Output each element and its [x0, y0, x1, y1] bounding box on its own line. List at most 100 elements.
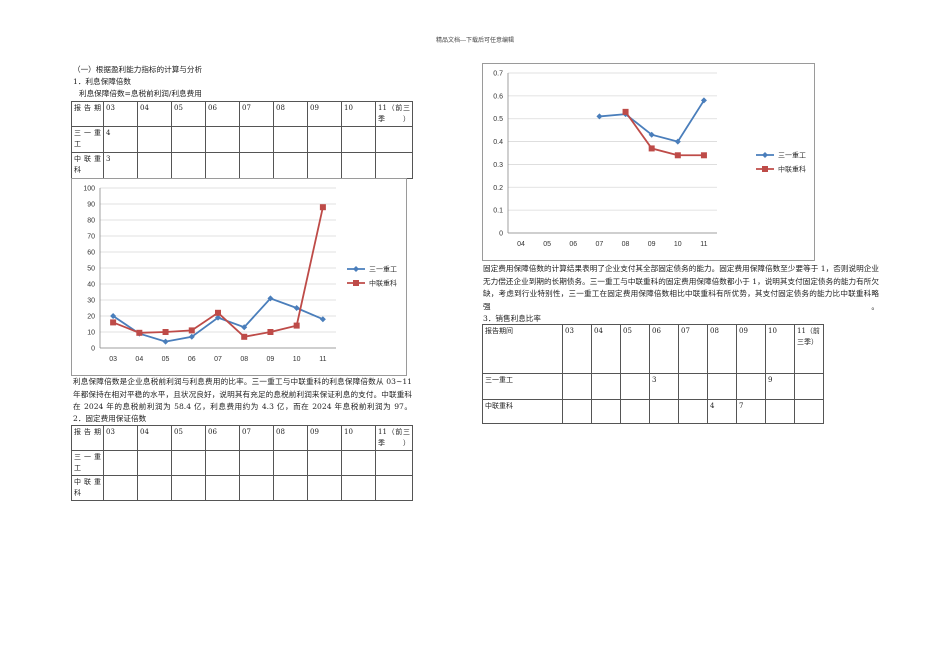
- table-cell: 4: [707, 399, 737, 424]
- data-point: [188, 333, 195, 340]
- item2-title: 2．固定费用保证倍数: [73, 414, 147, 423]
- table-cell: [307, 126, 342, 153]
- header-cell: 03: [103, 101, 138, 127]
- data-point: [162, 338, 169, 345]
- table-cell: [649, 399, 679, 424]
- item1-title: 1．利息保障倍数: [73, 77, 131, 86]
- header-cell: 03: [103, 425, 138, 451]
- header-cell: 04: [591, 324, 621, 374]
- table-row: 三一重工 4: [71, 126, 413, 153]
- table-cell: [307, 475, 342, 501]
- table-row: 中联重科 4 7: [482, 399, 824, 424]
- table-cell: [171, 152, 206, 179]
- table-cell: [591, 399, 621, 424]
- paragraph-2: 固定费用保障倍数的计算结果表明了企业支付其全部固定债务的能力。固定费用保障倍数至…: [483, 264, 879, 311]
- x-tick-label: 07: [214, 356, 222, 363]
- table-cell: [375, 152, 413, 179]
- data-point: [215, 309, 221, 316]
- data-point: [319, 204, 326, 211]
- data-point: [622, 108, 629, 115]
- header-cell: 06: [649, 324, 679, 374]
- table-cell: 7: [736, 399, 766, 424]
- x-tick-label: 10: [674, 241, 682, 248]
- x-tick-label: 11: [700, 241, 707, 248]
- header-cell: 04: [137, 425, 172, 451]
- x-tick-label: 09: [648, 241, 656, 248]
- data-point: [241, 324, 248, 331]
- y-tick-label: 0.5: [493, 116, 503, 123]
- row-label: 中联重科: [482, 399, 563, 424]
- interest-coverage-chart: 0 10 20 30 40 50 60 70 80 90 100 03 04 05 06 07 08 09 10 11…: [71, 178, 407, 376]
- header-cell: 10: [341, 425, 376, 451]
- series-line: [624, 111, 704, 157]
- table-cell: [273, 126, 308, 153]
- page-header: 精品文档---下载后可任意编辑: [435, 37, 515, 44]
- y-tick-label: 50: [87, 266, 95, 273]
- y-tick-label: 60: [87, 250, 95, 257]
- legend-label: 中联重科: [778, 165, 806, 174]
- data-point: [700, 152, 707, 159]
- y-tick-label: 70: [87, 234, 95, 241]
- sales-interest-table: 报告期间 03 04 05 06 07 08 09 10 11（前三季） 三一重工 3 9 中联重科 4…: [482, 324, 824, 424]
- data-point: [674, 152, 681, 159]
- y-tick-label: 0.2: [493, 185, 503, 192]
- y-tick-label: 0.3: [493, 162, 503, 169]
- table-cell: [307, 450, 342, 476]
- y-tick-label: 30: [87, 298, 95, 305]
- data-point: [162, 329, 169, 335]
- x-tick-label: 08: [622, 241, 630, 248]
- x-tick-label: 09: [267, 356, 275, 363]
- x-tick-label: 05: [543, 241, 551, 248]
- table-cell: [171, 126, 206, 153]
- row-label: 中联重科: [71, 152, 104, 179]
- header-cell: 11（前三季）: [375, 101, 413, 127]
- header-cell: 05: [620, 324, 650, 374]
- row-label: 三一重工: [482, 373, 563, 400]
- data-point: [293, 305, 300, 311]
- fixed-charge-chart: 0 0.1 0.2 0.3 0.4 0.5 0.6 0.7 04 05 06 07 08 09 10 11 三一…: [482, 63, 815, 261]
- y-tick-label: 10: [87, 330, 95, 337]
- x-tick-label: 03: [109, 356, 117, 363]
- data-point: [267, 295, 274, 302]
- data-point: [188, 327, 195, 334]
- table-cell: [341, 450, 376, 476]
- legend-marker: [353, 266, 359, 272]
- data-point: [241, 333, 248, 340]
- table-cell: [137, 450, 172, 476]
- table-row: 三一重工: [71, 450, 413, 476]
- table-cell: [707, 373, 737, 400]
- y-tick-label: 100: [83, 186, 95, 193]
- table-cell: [273, 152, 308, 179]
- table-cell: [375, 450, 413, 476]
- header-cell: 06: [205, 425, 240, 451]
- interest-coverage-chart-svg: 0 10 20 30 40 50 60 70 80 90 100 03 04 05 06 07 08 09 10 11…: [83, 186, 397, 364]
- y-tick-label: 0.1: [493, 208, 503, 215]
- table-cell: [678, 399, 708, 424]
- table-cell: [239, 126, 274, 153]
- table-cell: [205, 152, 240, 179]
- data-point: [596, 113, 603, 120]
- table-cell: [205, 475, 240, 501]
- table-cell: [562, 399, 592, 424]
- table-cell: [678, 373, 708, 400]
- table-row: 三一重工 3 9: [482, 373, 824, 400]
- table-cell: [137, 475, 172, 501]
- table-cell: [341, 152, 376, 179]
- item3-title: 3．销售利息比率: [483, 314, 541, 323]
- data-point: [293, 322, 300, 329]
- row-label: 三一重工: [71, 450, 104, 476]
- table-cell: [794, 399, 824, 424]
- header-cell: 08: [273, 425, 308, 451]
- data-point: [215, 314, 221, 321]
- data-point: [674, 138, 681, 145]
- fixed-charge-table: 报告期 03 04 05 06 07 08 09 10 11（前三季） 三一重工 中联重科: [71, 425, 413, 501]
- table-cell: [273, 475, 308, 501]
- y-tick-label: 0: [91, 346, 95, 353]
- table-cell: [103, 450, 138, 476]
- paragraph-1: 利息保障倍数是企业息税前利润与利息费用的比率。三一重工与中联重科的利息保障倍数从…: [73, 377, 412, 411]
- y-tick-label: 0: [499, 231, 503, 238]
- table-cell: [736, 373, 766, 400]
- x-tick-label: 05: [162, 356, 170, 363]
- data-point: [110, 313, 117, 319]
- table-header-row: 报告期间 03 04 05 06 07 08 09 10 11（前三季）: [482, 324, 824, 374]
